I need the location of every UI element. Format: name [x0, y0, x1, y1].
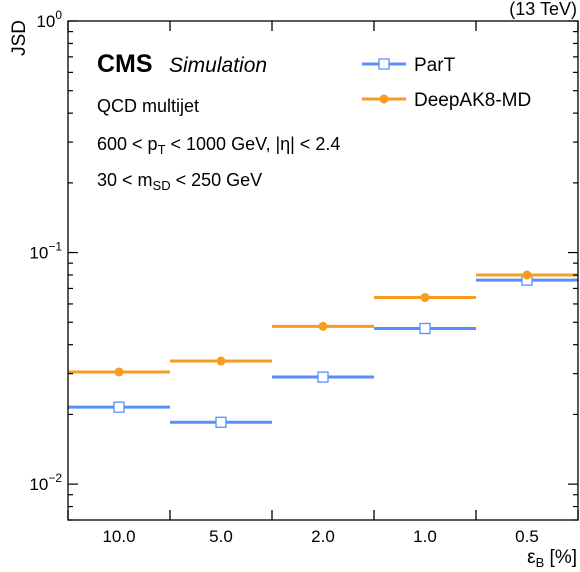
legend-marker-part	[378, 58, 390, 70]
cms-label: CMS	[97, 50, 153, 78]
series-2-point	[216, 356, 226, 366]
y-tick-label: 10−1	[29, 240, 62, 263]
legend-marker-deepak8	[379, 94, 389, 104]
y-axis-title: JSD	[9, 20, 30, 56]
series-2-point	[420, 292, 430, 302]
series-1-point	[215, 416, 227, 428]
x-tick-label: 1.0	[413, 527, 437, 546]
x-axis-title: εB [%]	[527, 547, 577, 570]
y-tick-label: 10−2	[29, 471, 62, 494]
x-tick-label: 10.0	[102, 527, 135, 546]
legend-label-deepak8: DeepAK8-MD	[414, 90, 531, 111]
x-tick-label: 5.0	[209, 527, 233, 546]
legend-label-part: ParT	[414, 55, 456, 76]
simulation-label: Simulation	[169, 54, 267, 77]
series-2-point	[318, 321, 328, 331]
legend: ParT DeepAK8-MD	[362, 55, 531, 111]
x-tick-label: 2.0	[311, 527, 335, 546]
energy-label: (13 TeV)	[509, 0, 577, 19]
series-layer	[68, 270, 578, 428]
series-2-point	[114, 367, 124, 377]
annotation-msd: 30 < mSD < 250 GeV	[97, 170, 262, 193]
series-1-point	[317, 371, 329, 383]
series-2	[68, 270, 578, 377]
series-2-point	[522, 270, 532, 280]
tick-layer: 10.0 5.0 2.0 1.0 0.5 100 10−1 10−2	[29, 8, 579, 546]
y-tick-label: 100	[36, 8, 62, 31]
x-tick-label: 0.5	[515, 527, 539, 546]
annotation-pt-eta: 600 < pT < 1000 GeV, |η| < 2.4	[97, 134, 340, 157]
plot-frame	[67, 20, 579, 521]
series-1	[68, 274, 578, 428]
series-1-point	[113, 401, 125, 413]
series-1-point	[419, 322, 431, 335]
annotation-process: QCD multijet	[97, 96, 199, 116]
